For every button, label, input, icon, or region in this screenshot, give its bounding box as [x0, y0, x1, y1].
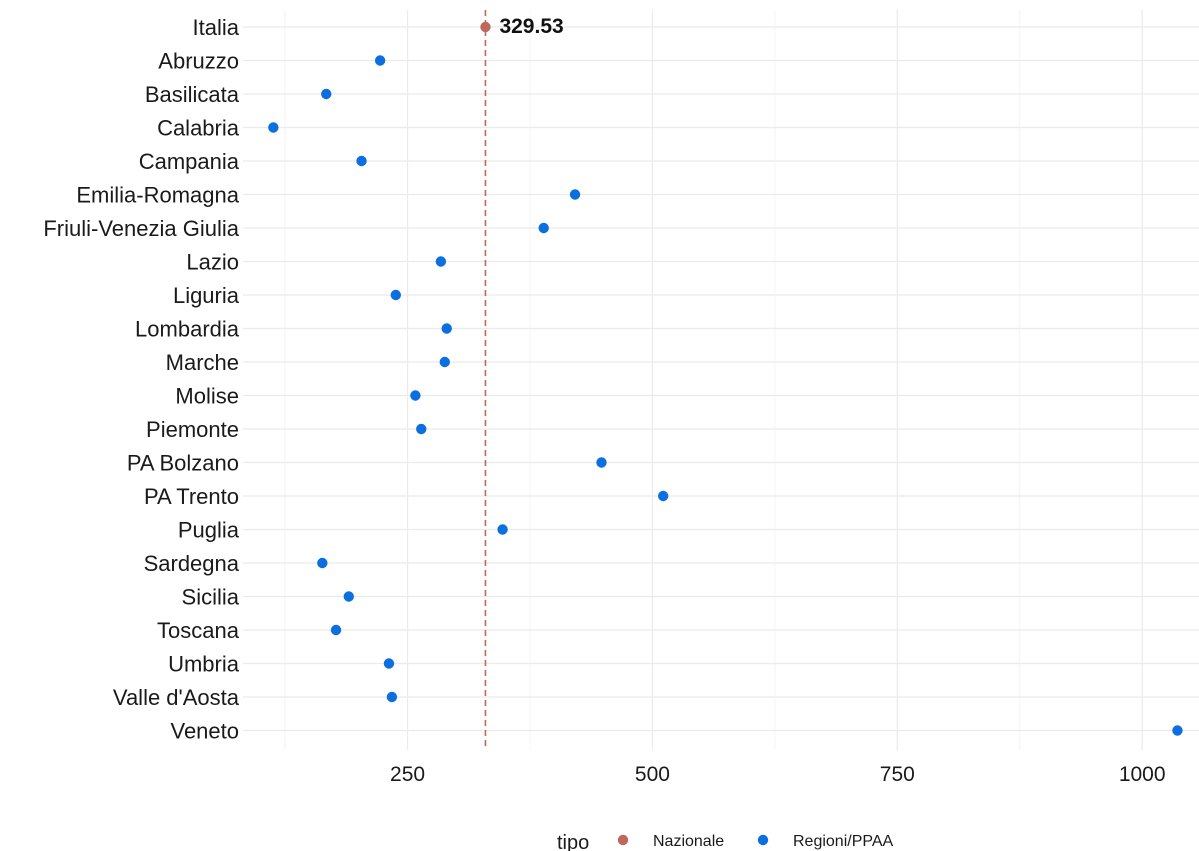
reference-value-label: 329.53 — [499, 15, 563, 38]
y-axis-label: Liguria — [173, 283, 240, 308]
y-axis-label: Marche — [166, 350, 239, 375]
legend-key — [617, 834, 629, 846]
y-axis-label: Abruzzo — [158, 49, 239, 74]
data-point — [480, 21, 491, 33]
data-point — [1172, 725, 1183, 736]
y-axis-label: Umbria — [168, 652, 240, 677]
data-point — [356, 155, 367, 167]
data-point — [435, 256, 447, 267]
data-point — [343, 591, 354, 602]
legend-entry-label: Regioni/PPAA — [793, 833, 894, 850]
y-axis-label: Basilicata — [145, 82, 240, 107]
y-axis-label: Puglia — [178, 518, 240, 543]
y-axis-label: Friuli-Venezia Giulia — [43, 216, 239, 241]
grid-lines — [243, 10, 1199, 750]
data-point — [321, 88, 332, 100]
x-axis-tick-labels: 250 500 750 1000 — [390, 763, 1166, 786]
data-point — [658, 490, 669, 502]
data-point — [268, 122, 279, 133]
legend: tipo Nazionale Regioni/PPAA — [557, 832, 894, 851]
data-point — [569, 189, 581, 200]
y-axis-label: Sicilia — [182, 585, 240, 610]
y-axis-label: Toscana — [157, 618, 240, 643]
x-axis-tick-label: 500 — [635, 763, 670, 786]
data-point — [596, 457, 607, 468]
y-axis-label: Molise — [175, 384, 239, 409]
data-point — [416, 423, 427, 435]
data-point — [441, 323, 452, 334]
y-axis-label: Italia — [193, 15, 240, 40]
data-point — [383, 658, 395, 669]
y-axis-label: Calabria — [157, 116, 240, 141]
data-points — [268, 21, 1183, 736]
data-point — [386, 691, 398, 703]
legend-entry-label: Nazionale — [653, 833, 724, 850]
y-axis-label: PA Trento — [144, 484, 239, 509]
y-axis-labels: Italia Abruzzo Basilicata Calabria Campania E… — [43, 15, 239, 744]
y-axis-label: Campania — [139, 149, 240, 174]
y-axis-label: Emilia-Romagna — [76, 183, 239, 208]
y-axis-label: Lombardia — [135, 317, 240, 342]
x-axis-tick-label: 1000 — [1119, 763, 1166, 786]
data-point — [330, 624, 342, 636]
data-point — [439, 356, 450, 368]
x-axis-tick-label: 250 — [390, 763, 425, 786]
data-point — [410, 390, 421, 401]
x-axis-tick-label: 750 — [880, 763, 915, 786]
y-axis-label: Veneto — [170, 719, 239, 744]
legend-title: tipo — [557, 832, 589, 851]
data-point — [374, 55, 386, 66]
data-point — [317, 557, 328, 569]
data-point — [538, 222, 549, 234]
y-axis-label: Piemonte — [146, 417, 239, 442]
y-axis-label: PA Bolzano — [127, 451, 239, 476]
legend-key — [757, 834, 769, 846]
y-axis-label: Sardegna — [144, 551, 240, 576]
data-point — [390, 289, 402, 301]
y-axis-label: Valle d'Aosta — [113, 685, 240, 710]
legend-entries: Nazionale Regioni/PPAA — [617, 833, 894, 850]
y-axis-label: Lazio — [186, 250, 239, 275]
data-point — [497, 524, 508, 535]
